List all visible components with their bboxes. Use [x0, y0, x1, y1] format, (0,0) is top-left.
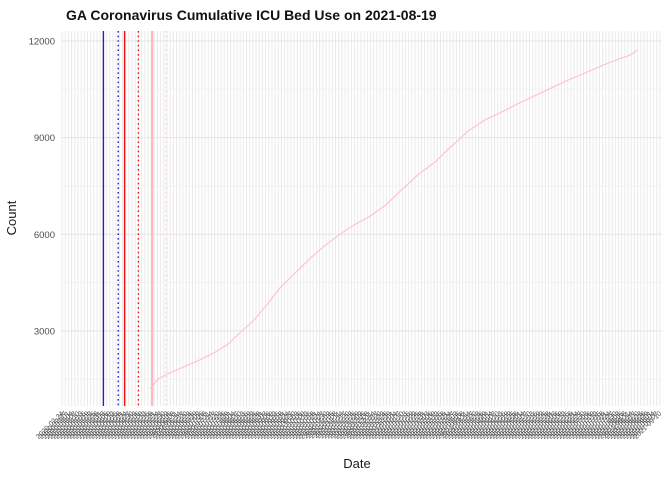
y-tick-label: 6000: [34, 230, 55, 241]
x-axis-title: Date: [343, 456, 370, 471]
horizontal-minor-gridlines: [61, 88, 662, 380]
horizontal-major-gridlines: [61, 40, 662, 332]
icu-series-line: [149, 49, 637, 390]
y-tick-label: 9000: [34, 133, 55, 144]
y-axis-title: Count: [4, 200, 19, 235]
event-vlines: [102, 31, 167, 406]
x-tick-labels: 2020-02-242020-02-272020-03-012020-03-04…: [35, 410, 663, 440]
vertical-gridlines: [61, 31, 661, 406]
y-tick-label: 3000: [34, 326, 55, 337]
y-tick-labels: 3000 6000 9000 12000: [29, 36, 55, 337]
y-tick-label: 12000: [29, 36, 55, 47]
chart-title: GA Coronavirus Cumulative ICU Bed Use on…: [66, 7, 437, 23]
